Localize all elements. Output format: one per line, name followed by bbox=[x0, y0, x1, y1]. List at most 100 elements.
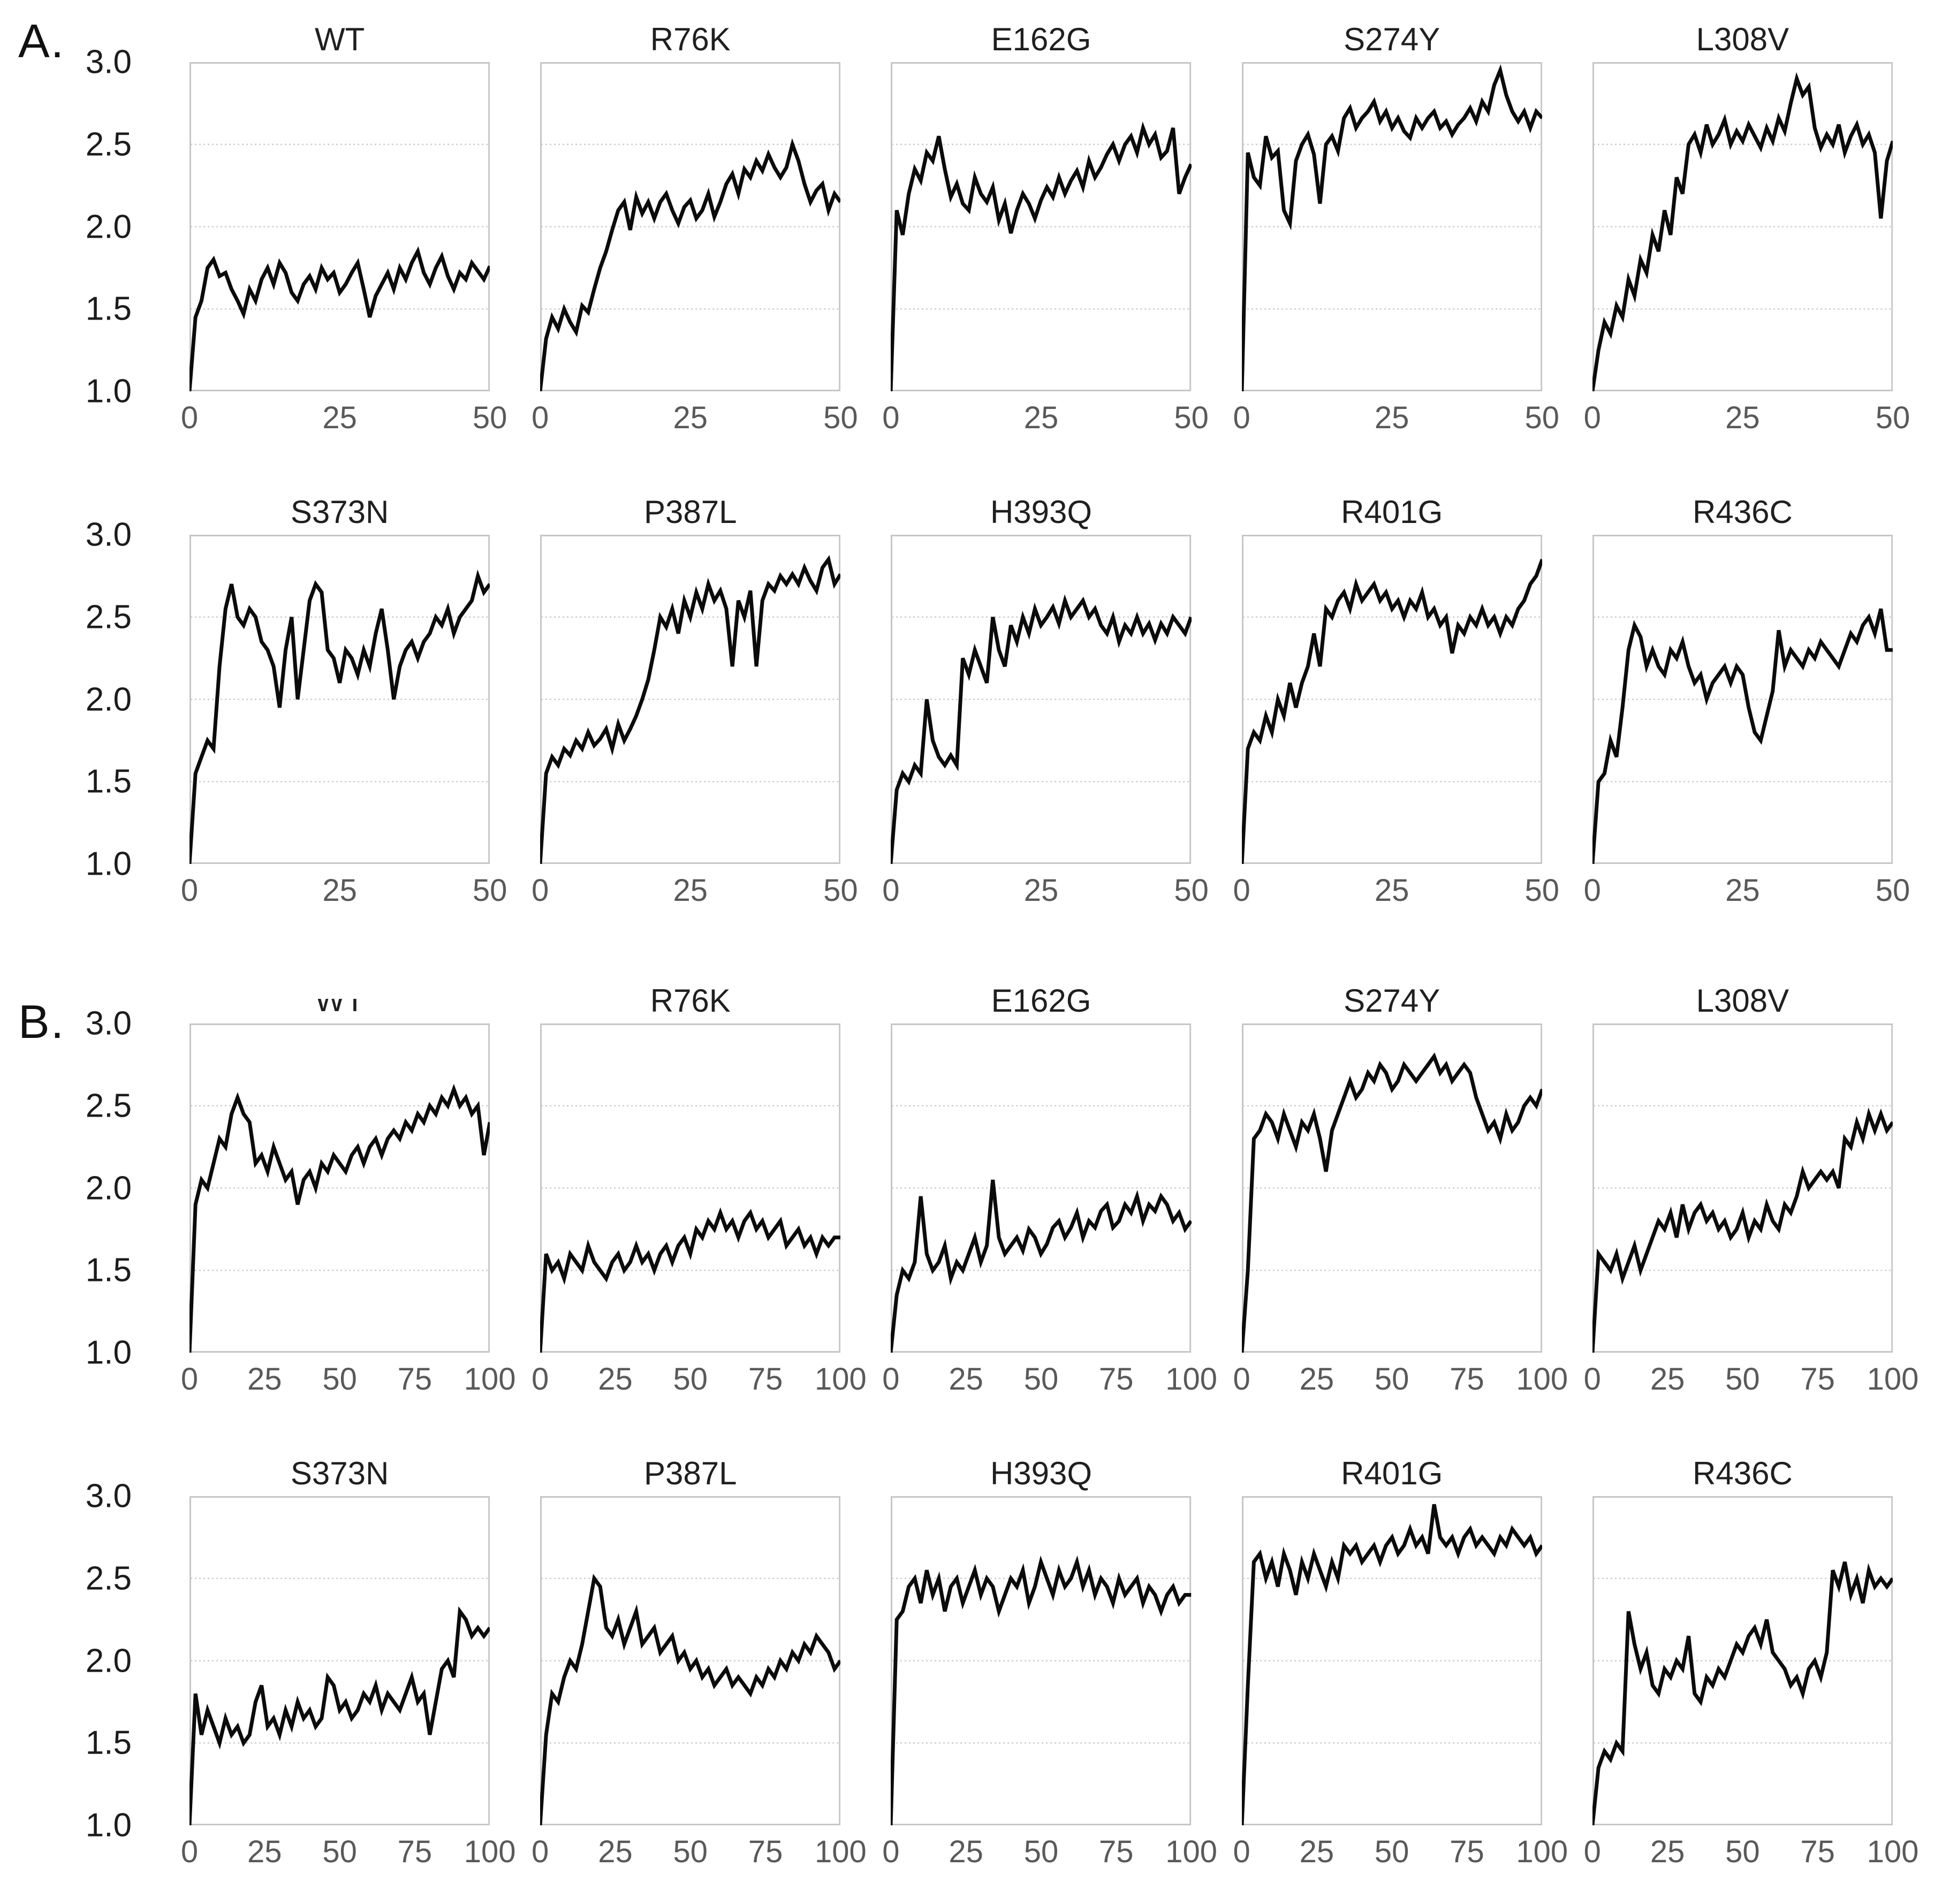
y-tick-label: 2.0 bbox=[85, 208, 132, 245]
x-tick-label: 50 bbox=[1524, 400, 1560, 435]
y-tick-label: 2.5 bbox=[85, 1560, 132, 1597]
x-tick-label: 100 bbox=[1516, 1834, 1568, 1869]
y-tick-label: 1.5 bbox=[85, 1251, 132, 1289]
x-tick-label: 50 bbox=[1875, 873, 1910, 908]
x-tick-label: 0 bbox=[532, 1362, 549, 1397]
x-tick-label: 50 bbox=[1725, 1362, 1760, 1397]
x-tick-label: 0 bbox=[180, 873, 199, 908]
panel-b-row-2: 3.0 2.5 2.0 1.5 1.0 S373N 0 25 50 75 100 P387L 0 25 50… bbox=[0, 1447, 1957, 1871]
x-tick-label: 75 bbox=[397, 1834, 433, 1869]
x-tick-label: 75 bbox=[1800, 1362, 1835, 1397]
line-plot bbox=[1592, 1023, 1893, 1353]
x-tick-label: 100 bbox=[1867, 1362, 1919, 1397]
x-tick-label: 0 bbox=[532, 873, 549, 908]
chart-A-E162G: E162G 0 25 50 bbox=[882, 13, 1209, 437]
x-tick-label: 0 bbox=[1233, 400, 1250, 435]
x-tick-label: 100 bbox=[464, 1834, 516, 1869]
x-tick-label: 25 bbox=[1299, 1834, 1334, 1869]
y-tick-label: 1.0 bbox=[85, 1334, 132, 1371]
x-tick-label: 0 bbox=[532, 400, 549, 435]
x-tick-label: 75 bbox=[1099, 1362, 1134, 1397]
x-tick-label: 25 bbox=[1374, 400, 1409, 435]
x-axis-ticks: 0 25 50 bbox=[532, 864, 858, 910]
x-tick-label: 100 bbox=[815, 1834, 867, 1869]
x-axis-ticks: 0 25 50 bbox=[181, 864, 507, 910]
x-axis-ticks: 0 25 50 75 100 bbox=[1233, 1353, 1568, 1399]
chart-A-L308V: L308V 0 25 50 bbox=[1584, 13, 1910, 437]
y-tick-label: 1.5 bbox=[85, 290, 132, 328]
chart-title: P387L bbox=[644, 494, 737, 530]
x-axis-ticks: 0 25 50 75 100 bbox=[181, 1825, 516, 1871]
x-tick-label: 0 bbox=[532, 1834, 549, 1869]
x-tick-label: 75 bbox=[1099, 1834, 1134, 1869]
line-plot bbox=[1241, 1496, 1542, 1825]
line-plot bbox=[1241, 535, 1542, 864]
chart-A-R436C: R436C 0 25 50 bbox=[1584, 486, 1910, 910]
x-axis-ticks: 0 25 50 bbox=[1233, 864, 1559, 910]
y-axis-ticks: 3.0 2.5 2.0 1.5 1.0 bbox=[21, 486, 139, 910]
line-plot bbox=[1241, 62, 1542, 391]
chart-title: L308V bbox=[1696, 983, 1789, 1019]
line-plot bbox=[189, 1023, 490, 1353]
x-axis-ticks: 0 25 50 bbox=[1584, 391, 1910, 437]
chart-title: E162G bbox=[991, 21, 1091, 57]
y-tick-label: 2.0 bbox=[85, 1642, 132, 1679]
chart-title: WT bbox=[314, 999, 365, 1018]
x-tick-label: 25 bbox=[1650, 1362, 1685, 1397]
x-tick-label: 25 bbox=[1299, 1362, 1334, 1397]
x-tick-label: 0 bbox=[1583, 1834, 1601, 1869]
x-tick-label: 100 bbox=[1516, 1362, 1568, 1397]
x-axis-ticks: 0 25 50 75 100 bbox=[882, 1353, 1217, 1399]
x-tick-label: 25 bbox=[1725, 873, 1760, 908]
line-plot bbox=[189, 1496, 490, 1825]
panel-a-row-1: 3.0 2.5 2.0 1.5 1.0 WT 0 25 50 R76K 0 25 50 E162G 0 25 5… bbox=[0, 13, 1957, 437]
x-tick-label: 0 bbox=[882, 873, 900, 908]
y-tick-label: 3.0 bbox=[85, 516, 132, 553]
line-plot bbox=[540, 1023, 841, 1353]
y-tick-label: 2.5 bbox=[85, 126, 132, 163]
x-tick-label: 25 bbox=[1650, 1834, 1685, 1869]
chart-A-H393Q: H393Q 0 25 50 bbox=[882, 486, 1209, 910]
x-tick-label: 25 bbox=[598, 1834, 633, 1869]
line-plot bbox=[891, 1023, 1192, 1353]
x-axis-ticks: 0 25 50 bbox=[1584, 864, 1910, 910]
x-axis-ticks: 0 25 50 75 100 bbox=[1584, 1825, 1919, 1871]
chart-title: L308V bbox=[1696, 21, 1789, 57]
x-tick-label: 0 bbox=[1233, 873, 1250, 908]
x-tick-label: 75 bbox=[1450, 1362, 1484, 1397]
y-tick-label: 1.5 bbox=[85, 763, 132, 800]
y-tick-label: 2.0 bbox=[85, 681, 132, 718]
x-axis-ticks: 0 25 50 bbox=[181, 391, 507, 437]
x-tick-label: 50 bbox=[1725, 1834, 1760, 1869]
chart-title: R401G bbox=[1341, 494, 1443, 530]
chart-A-S373N: S373N 0 25 50 bbox=[181, 486, 507, 910]
x-tick-label: 50 bbox=[1524, 873, 1560, 908]
chart-title: H393Q bbox=[990, 494, 1093, 530]
line-plot bbox=[891, 1496, 1192, 1825]
x-tick-label: 50 bbox=[1174, 400, 1209, 435]
x-tick-label: 0 bbox=[1583, 1362, 1601, 1397]
x-tick-label: 50 bbox=[823, 400, 858, 435]
x-tick-label: 0 bbox=[1583, 400, 1601, 435]
x-axis-ticks: 0 25 50 75 100 bbox=[532, 1825, 867, 1871]
x-axis-ticks: 0 25 50 bbox=[882, 391, 1209, 437]
x-tick-label: 50 bbox=[1023, 1834, 1059, 1869]
chart-title: S274Y bbox=[1344, 983, 1440, 1019]
chart-title: H393Q bbox=[990, 1455, 1093, 1491]
x-tick-label: 75 bbox=[1800, 1834, 1835, 1869]
chart-B-H393Q: H393Q 0 25 50 75 100 bbox=[882, 1447, 1217, 1871]
x-tick-label: 25 bbox=[247, 1362, 282, 1397]
x-tick-label: 0 bbox=[882, 1362, 900, 1397]
line-plot bbox=[540, 1496, 841, 1825]
chart-B-WT: WT 0 25 50 75 100 bbox=[181, 974, 516, 1399]
y-axis-ticks: 3.0 2.5 2.0 1.5 1.0 bbox=[21, 1447, 139, 1871]
x-tick-label: 25 bbox=[673, 400, 708, 435]
panel-b: 3.0 2.5 2.0 1.5 1.0 WT 0 25 50 75 100 R76K 0 25 50 75 10… bbox=[0, 910, 1957, 1871]
chart-title: R76K bbox=[650, 21, 731, 57]
chart-A-WT: WT 0 25 50 bbox=[181, 13, 507, 437]
x-tick-label: 25 bbox=[598, 1362, 633, 1397]
x-axis-ticks: 0 25 50 bbox=[1233, 391, 1559, 437]
x-tick-label: 0 bbox=[882, 400, 900, 435]
x-tick-label: 0 bbox=[180, 1362, 199, 1397]
x-tick-label: 50 bbox=[1374, 1362, 1409, 1397]
